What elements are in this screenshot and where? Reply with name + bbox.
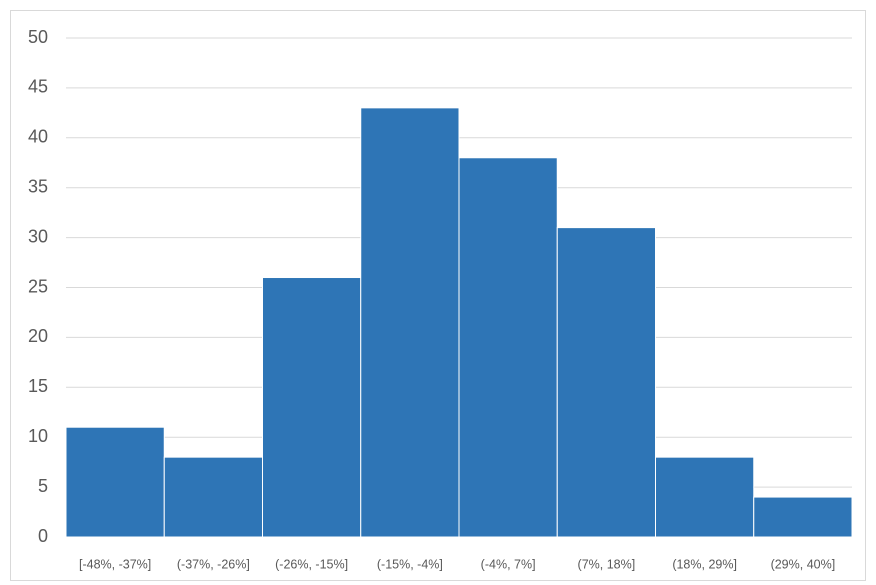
y-tick-label: 35 — [28, 176, 48, 196]
bar — [262, 277, 362, 538]
bar — [163, 456, 263, 538]
bar — [556, 227, 656, 538]
y-tick-label: 45 — [28, 77, 48, 97]
x-tick-label: (7%, 18%] — [578, 557, 636, 571]
y-tick-label: 50 — [28, 27, 48, 47]
x-tick-label: (-4%, 7%] — [481, 557, 536, 571]
y-tick-label: 20 — [28, 326, 48, 346]
bar — [65, 426, 165, 538]
y-tick-label: 30 — [28, 226, 48, 246]
x-tick-label: (-37%, -26%] — [177, 557, 250, 571]
x-tick-label: (18%, 29%] — [672, 557, 737, 571]
x-tick-label: (-15%, -4%] — [377, 557, 443, 571]
bar — [360, 107, 460, 538]
bar — [655, 456, 755, 538]
y-tick-label: 25 — [28, 276, 48, 296]
bar — [753, 496, 853, 538]
x-tick-label: [-48%, -37%] — [79, 557, 151, 571]
y-tick-label: 15 — [28, 376, 48, 396]
y-tick-label: 40 — [28, 127, 48, 147]
y-tick-label: 10 — [28, 426, 48, 446]
y-tick-label: 5 — [38, 476, 48, 496]
x-tick-label: (29%, 40%] — [771, 557, 836, 571]
y-tick-label: 0 — [38, 526, 48, 546]
x-tick-label: (-26%, -15%] — [275, 557, 348, 571]
bar — [458, 157, 558, 538]
